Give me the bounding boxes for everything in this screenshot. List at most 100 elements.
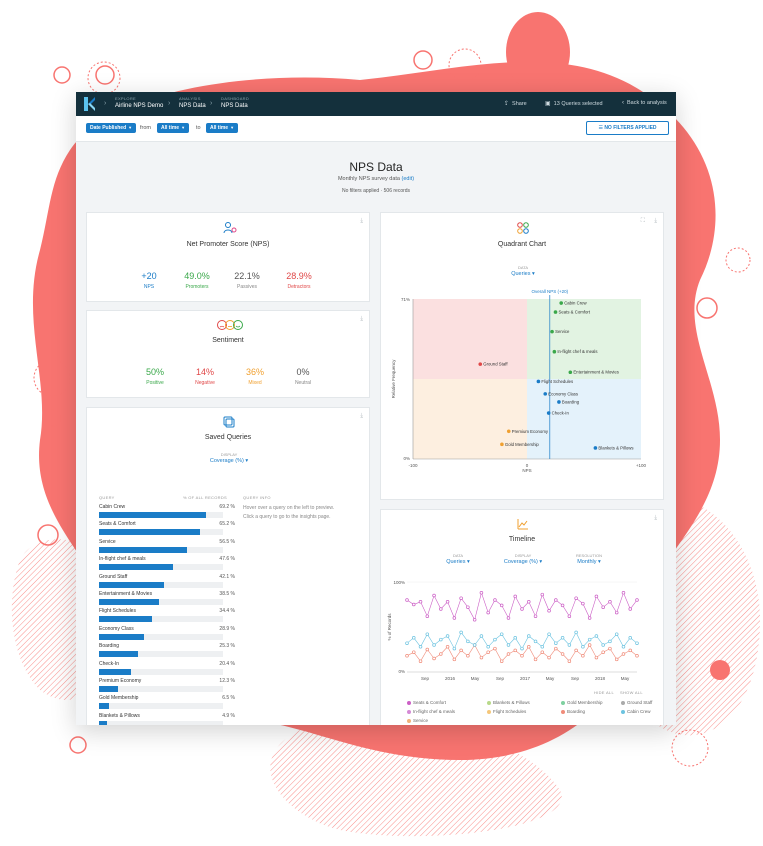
- series-point[interactable]: [614, 657, 619, 662]
- series-point[interactable]: [547, 609, 551, 613]
- series-point[interactable]: [587, 616, 592, 620]
- series-point[interactable]: [445, 645, 450, 649]
- series-point[interactable]: [459, 596, 463, 600]
- series-point[interactable]: [466, 654, 470, 658]
- series-point[interactable]: [506, 643, 511, 647]
- download-icon[interactable]: ⤓: [360, 413, 363, 419]
- series-point[interactable]: [547, 632, 551, 636]
- series-point[interactable]: [635, 641, 639, 645]
- scatter-point[interactable]: [550, 329, 554, 334]
- series-point[interactable]: [560, 636, 565, 640]
- series-point[interactable]: [540, 645, 545, 649]
- queries-selected-button[interactable]: ▣ 13 Queries selected: [545, 100, 603, 108]
- series-point[interactable]: [594, 655, 599, 660]
- series-point[interactable]: [405, 641, 409, 645]
- scatter-point[interactable]: [568, 370, 573, 375]
- series-point[interactable]: [574, 596, 578, 600]
- series-point[interactable]: [635, 654, 639, 658]
- series-point[interactable]: [479, 634, 484, 638]
- breadcrumb-item[interactable]: Dashboard NPS Data: [221, 96, 249, 110]
- legend-item[interactable]: Seats & Comfort: [407, 700, 446, 705]
- series-point[interactable]: [412, 636, 416, 640]
- series-point[interactable]: [439, 637, 443, 642]
- series-point[interactable]: [452, 646, 457, 651]
- date-field-dropdown[interactable]: Date Published ▼: [86, 123, 137, 133]
- series-point[interactable]: [567, 659, 572, 663]
- series-point[interactable]: [493, 598, 497, 602]
- series-point[interactable]: [439, 652, 443, 656]
- series-point[interactable]: [581, 645, 585, 649]
- legend-item[interactable]: Boarding: [561, 709, 585, 714]
- series-point[interactable]: [466, 605, 470, 609]
- legend-item[interactable]: Ground Staff: [621, 700, 652, 705]
- series-point[interactable]: [554, 641, 558, 645]
- timeline-display-dropdown[interactable]: Coverage (%) ▾: [493, 559, 553, 565]
- series-point[interactable]: [608, 600, 612, 604]
- back-to-analysis-button[interactable]: ‹ Back to analysis: [622, 100, 667, 106]
- series-point[interactable]: [513, 594, 517, 599]
- series-point[interactable]: [513, 648, 517, 653]
- scatter-point[interactable]: [553, 310, 558, 314]
- legend-item[interactable]: In-flight chef & meals: [407, 709, 455, 714]
- series-point[interactable]: [527, 645, 531, 649]
- series-point[interactable]: [520, 654, 524, 658]
- series-point[interactable]: [594, 634, 599, 638]
- series-point[interactable]: [540, 650, 545, 654]
- series-point[interactable]: [425, 632, 430, 636]
- series-point[interactable]: [418, 659, 423, 663]
- no-filters-button[interactable]: ☰ NO FILTERS APPLIED: [586, 121, 669, 135]
- legend-item[interactable]: Flight Schedules: [487, 709, 526, 714]
- logo-icon[interactable]: [84, 97, 95, 111]
- series-point[interactable]: [412, 602, 416, 607]
- show-all-button[interactable]: SHOW ALL: [620, 690, 643, 695]
- series-point[interactable]: [601, 605, 605, 609]
- series-point[interactable]: [418, 600, 423, 604]
- scatter-point[interactable]: [559, 301, 563, 305]
- timeline-data-dropdown[interactable]: Queries ▾: [433, 559, 483, 565]
- series-point[interactable]: [499, 632, 504, 636]
- series-point[interactable]: [628, 636, 632, 640]
- series-point[interactable]: [425, 647, 430, 652]
- series-point[interactable]: [459, 630, 463, 635]
- series-point[interactable]: [554, 598, 558, 602]
- series-point[interactable]: [452, 657, 457, 662]
- scatter-point[interactable]: [478, 362, 483, 366]
- series-point[interactable]: [493, 646, 497, 651]
- series-point[interactable]: [581, 654, 585, 658]
- series-point[interactable]: [479, 655, 484, 660]
- legend-item[interactable]: Cabin Crew: [621, 709, 651, 714]
- series-point[interactable]: [405, 654, 409, 658]
- series-point[interactable]: [527, 600, 531, 604]
- series-point[interactable]: [587, 637, 592, 642]
- series-point[interactable]: [520, 607, 524, 611]
- edit-link[interactable]: (edit): [401, 176, 415, 182]
- series-point[interactable]: [567, 643, 572, 647]
- legend-item[interactable]: Blankets & Pillows: [487, 700, 530, 705]
- series-point[interactable]: [445, 634, 450, 638]
- series-point[interactable]: [594, 594, 599, 599]
- breadcrumb-item[interactable]: Analysis NPS Data: [179, 96, 206, 110]
- series-point[interactable]: [486, 645, 490, 649]
- series-point[interactable]: [533, 639, 538, 644]
- series-point[interactable]: [459, 648, 463, 653]
- hide-all-button[interactable]: HIDE ALL: [594, 690, 614, 695]
- series-point[interactable]: [614, 632, 619, 636]
- scatter-point[interactable]: [506, 429, 511, 434]
- series-point[interactable]: [513, 636, 517, 640]
- series-point[interactable]: [486, 650, 490, 654]
- series-point[interactable]: [540, 592, 545, 597]
- display-dropdown[interactable]: Coverage (%) ▾: [87, 458, 371, 464]
- series-point[interactable]: [635, 598, 639, 602]
- series-point[interactable]: [466, 639, 470, 644]
- series-point[interactable]: [554, 646, 558, 651]
- series-point[interactable]: [520, 646, 524, 651]
- series-point[interactable]: [432, 593, 436, 598]
- scatter-point[interactable]: [500, 442, 504, 447]
- series-point[interactable]: [506, 616, 511, 620]
- series-point[interactable]: [628, 648, 632, 653]
- series-point[interactable]: [486, 610, 490, 615]
- series-point[interactable]: [432, 656, 436, 661]
- scatter-point[interactable]: [543, 392, 548, 396]
- series-point[interactable]: [499, 603, 504, 608]
- series-point[interactable]: [581, 601, 585, 606]
